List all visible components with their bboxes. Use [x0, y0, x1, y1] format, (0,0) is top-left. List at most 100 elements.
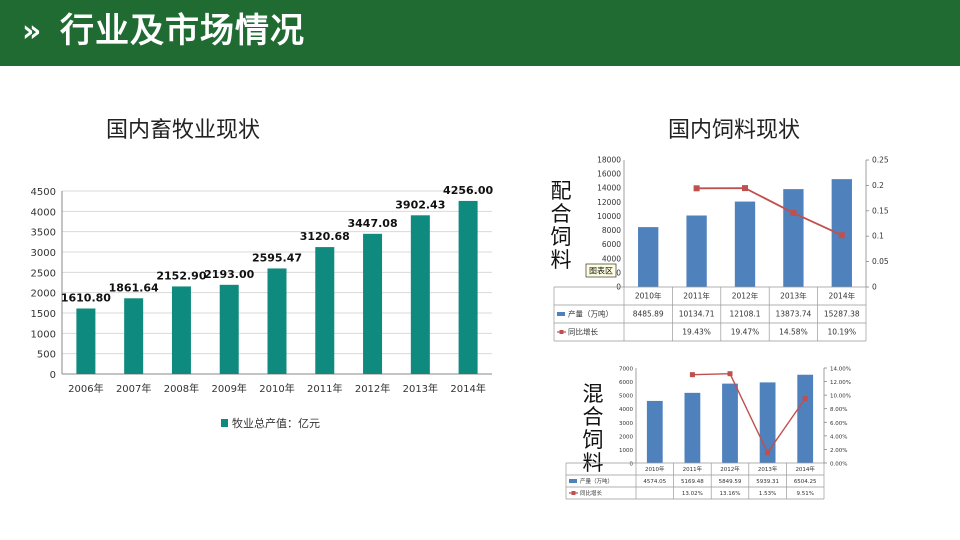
bar — [76, 308, 96, 374]
legend-swatch — [221, 419, 228, 427]
data-label: 1861.64 — [109, 281, 159, 294]
y-left-tick-label: 16000 — [597, 170, 621, 179]
bar — [638, 227, 659, 287]
table-value: 5849.59 — [719, 479, 742, 485]
y-left-tick-label: 2000 — [619, 434, 633, 440]
y-right-tick-label: 2.00% — [830, 448, 847, 454]
table-value: 19.47% — [731, 328, 760, 337]
data-label: 4256.00 — [443, 184, 493, 197]
y-right-tick-label: 0.15 — [872, 206, 889, 215]
legend-label: 产量（万吨） — [568, 309, 613, 319]
x-tick-label: 2007年 — [116, 382, 151, 395]
table-value: 5939.31 — [756, 479, 779, 485]
x-tick-label: 2013年 — [403, 382, 438, 395]
table-value: 14.58% — [779, 328, 808, 337]
bar — [783, 189, 804, 287]
table-value: 19.43% — [682, 328, 711, 337]
data-label: 3902.43 — [395, 198, 445, 211]
table-value: 1.53% — [759, 491, 776, 497]
y-tick-label: 3000 — [31, 248, 56, 259]
data-label: 3447.08 — [348, 217, 398, 230]
y-left-tick-label: 1000 — [619, 448, 633, 454]
x-tick-label: 2010年 — [645, 465, 665, 473]
y-right-tick-label: 0.25 — [872, 156, 889, 165]
bar — [410, 215, 430, 374]
data-label: 2152.90 — [156, 269, 206, 282]
line-marker — [689, 372, 695, 378]
x-tick-label: 2011年 — [683, 465, 703, 473]
table-value: 13.16% — [720, 491, 741, 497]
bar — [171, 286, 191, 374]
x-tick-label: 2010年 — [259, 382, 294, 395]
x-tick-label: 2012年 — [720, 465, 740, 473]
x-tick-label: 2014年 — [450, 382, 485, 395]
compound-feed-chart: 0200040006000800010000120001400016000180… — [553, 156, 889, 342]
line-marker — [693, 185, 700, 192]
y-tick-label: 1000 — [31, 329, 56, 340]
x-tick-label: 2013年 — [758, 465, 778, 473]
y-right-tick-label: 0.00% — [830, 462, 847, 468]
y-left-tick-label: 5000 — [619, 394, 633, 400]
bar — [219, 284, 239, 374]
y-tick-label: 2000 — [31, 289, 56, 300]
feed-heading: 国内饲料现状 — [668, 118, 801, 143]
y-left-tick-label: 6000 — [619, 380, 633, 386]
table-value: 6504.25 — [794, 479, 817, 485]
x-tick-label: 2012年 — [732, 291, 759, 301]
mixed-feed-label: 混 合 饲 料 — [580, 383, 606, 475]
legend-marker — [571, 491, 576, 495]
x-tick-label: 2011年 — [307, 382, 342, 395]
line-marker — [742, 185, 748, 192]
y-left-tick-label: 7000 — [619, 367, 633, 373]
table-value: 12108.1 — [729, 310, 760, 319]
table-value: 13.02% — [682, 491, 703, 497]
x-tick-label: 2012年 — [355, 382, 390, 395]
livestock-heading: 国内畜牧业现状 — [106, 118, 261, 143]
y-tick-label: 0 — [50, 370, 56, 381]
legend-label: 牧业总产值：亿元 — [232, 416, 320, 430]
y-left-tick-label: 12000 — [597, 198, 621, 207]
bar — [315, 247, 335, 374]
y-left-tick-label: 3000 — [619, 421, 633, 427]
y-right-tick-label: 0.2 — [872, 181, 884, 190]
bar — [458, 200, 478, 374]
chart-area-tooltip — [585, 263, 617, 278]
side-label-char: 合 — [582, 405, 604, 429]
y-right-tick-label: 4.00% — [830, 434, 847, 440]
line-marker — [838, 232, 845, 239]
data-label: 3120.68 — [300, 230, 350, 243]
y-left-tick-label: 10000 — [597, 212, 621, 221]
compound-feed-label: 配 合 饲 料 — [548, 180, 574, 272]
growth-line — [696, 187, 843, 237]
y-tick-label: 3500 — [31, 228, 56, 239]
x-tick-label: 2010年 — [635, 291, 662, 301]
side-label-char: 饲 — [550, 225, 572, 249]
legend-swatch — [569, 479, 577, 483]
side-label-char: 混 — [582, 382, 604, 406]
x-tick-label: 2008年 — [164, 382, 199, 395]
y-left-tick-label: 0 — [630, 462, 634, 468]
chevron-icon: » — [22, 14, 42, 49]
bar — [684, 392, 701, 463]
data-label: 2193.00 — [204, 268, 254, 281]
data-label: 1610.80 — [61, 291, 111, 304]
table-value: 10134.71 — [679, 310, 715, 319]
y-tick-label: 500 — [37, 350, 56, 361]
y-tick-label: 1500 — [31, 309, 56, 320]
side-label-char: 料 — [550, 248, 572, 272]
page-title: 行业及市场情况 — [60, 11, 305, 51]
line-marker — [790, 209, 797, 216]
table-value: 10.19% — [827, 328, 856, 337]
y-left-tick-label: 8000 — [602, 226, 621, 235]
x-tick-label: 2011年 — [683, 291, 710, 301]
table-value: 13873.74 — [776, 310, 812, 319]
legend-swatch — [557, 312, 565, 316]
bar — [797, 374, 814, 463]
livestock-chart: 0 500 1000 1500 2000 2500 3000 3500 4000 4500 1610… — [31, 184, 494, 430]
x-tick-label: 2014年 — [795, 465, 815, 473]
table-value: 9.51% — [796, 491, 813, 497]
mixed-feed-chart: 0 1000 2000 3000 4000 5000 6000 7000 0.00% 2.00% 4… — [565, 367, 851, 500]
bar — [722, 383, 738, 463]
legend-label: 同比增长 — [568, 327, 598, 337]
y-right-tick-label: 12.00% — [830, 380, 851, 386]
